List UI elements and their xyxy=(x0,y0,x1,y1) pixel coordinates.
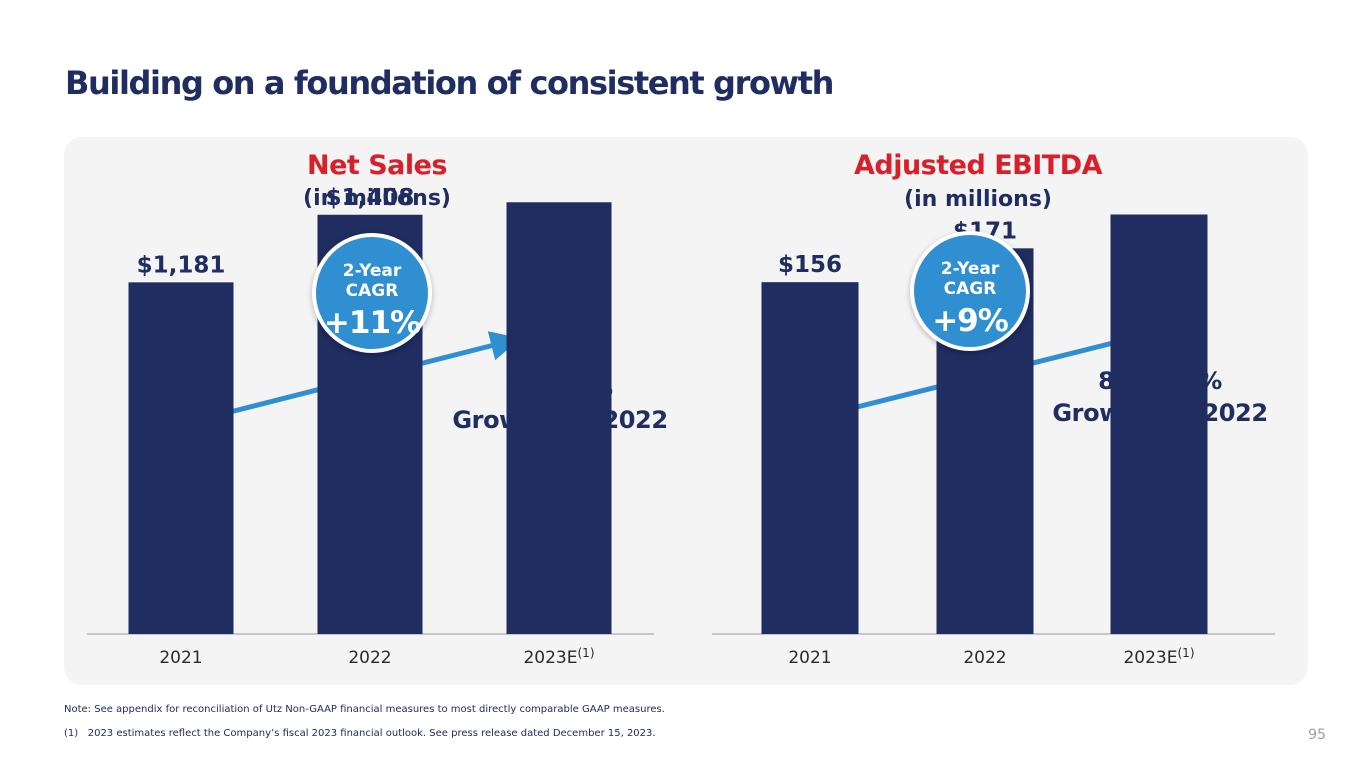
growth-note-line2: Growth vs. 2022 xyxy=(452,406,668,434)
net-sales-data-label: $1,408 xyxy=(326,185,415,211)
growth-note-line1: 8% – 11% xyxy=(1098,367,1222,395)
cagr-label-line2: CAGR xyxy=(943,279,997,299)
chart-panel xyxy=(64,137,1308,685)
growth-note-line1: 2% - 3% xyxy=(507,374,613,402)
net-sales-tick-label: 2021 xyxy=(159,648,202,668)
footnote: (1) 2023 estimates reflect the Company’s… xyxy=(64,728,656,739)
net-sales-cagr-badge: 2-Year CAGR +11% xyxy=(312,233,432,353)
net-sales-data-label: $1,181 xyxy=(137,252,226,278)
tick-superscript: (1) xyxy=(1178,646,1195,660)
ebitda-bar-2021 xyxy=(761,282,859,634)
growth-note-line2: Growth vs. 2022 xyxy=(1052,399,1268,427)
ebitda-bar-2023e xyxy=(1110,214,1208,635)
ebitda-subtitle: (in millions) xyxy=(904,187,1052,212)
ebitda-growth-note: 8% – 11% Growth vs. 2022 xyxy=(1040,365,1280,429)
net-sales-growth-note: 2% - 3% Growth vs. 2022 xyxy=(440,372,680,436)
gaap-note: Note: See appendix for reconciliation of… xyxy=(64,704,665,715)
page-number: 95 xyxy=(1308,727,1326,743)
ebitda-cagr-badge: 2-Year CAGR +9% xyxy=(910,231,1030,351)
ebitda-title: Adjusted EBITDA xyxy=(853,150,1103,181)
net-sales-bar-2023e xyxy=(506,202,612,634)
tick-superscript: (1) xyxy=(578,646,595,660)
ebitda-data-label: $156 xyxy=(778,252,842,278)
cagr-label-line1: 2-Year xyxy=(940,259,1000,279)
cagr-value: +11% xyxy=(323,305,421,341)
net-sales-title: Net Sales xyxy=(306,150,448,181)
cagr-label-line1: 2-Year xyxy=(342,261,402,281)
ebitda-tick-label: 2021 xyxy=(788,648,831,668)
net-sales-bar-2021 xyxy=(128,282,234,634)
cagr-label-line2: CAGR xyxy=(345,281,399,301)
slide-title: Building on a foundation of consistent g… xyxy=(65,64,834,102)
cagr-value: +9% xyxy=(932,303,1009,339)
footnote-marker: (1) xyxy=(64,728,79,739)
ebitda-tick-label: 2023E(1) xyxy=(1123,646,1194,668)
ebitda-tick-label: 2022 xyxy=(963,648,1006,668)
net-sales-tick-label: 2023E(1) xyxy=(523,646,594,668)
footnote-text: 2023 estimates reflect the Company’s fis… xyxy=(87,728,656,739)
net-sales-tick-label: 2022 xyxy=(348,648,391,668)
net-sales-subtitle: (in millions) xyxy=(303,186,451,211)
